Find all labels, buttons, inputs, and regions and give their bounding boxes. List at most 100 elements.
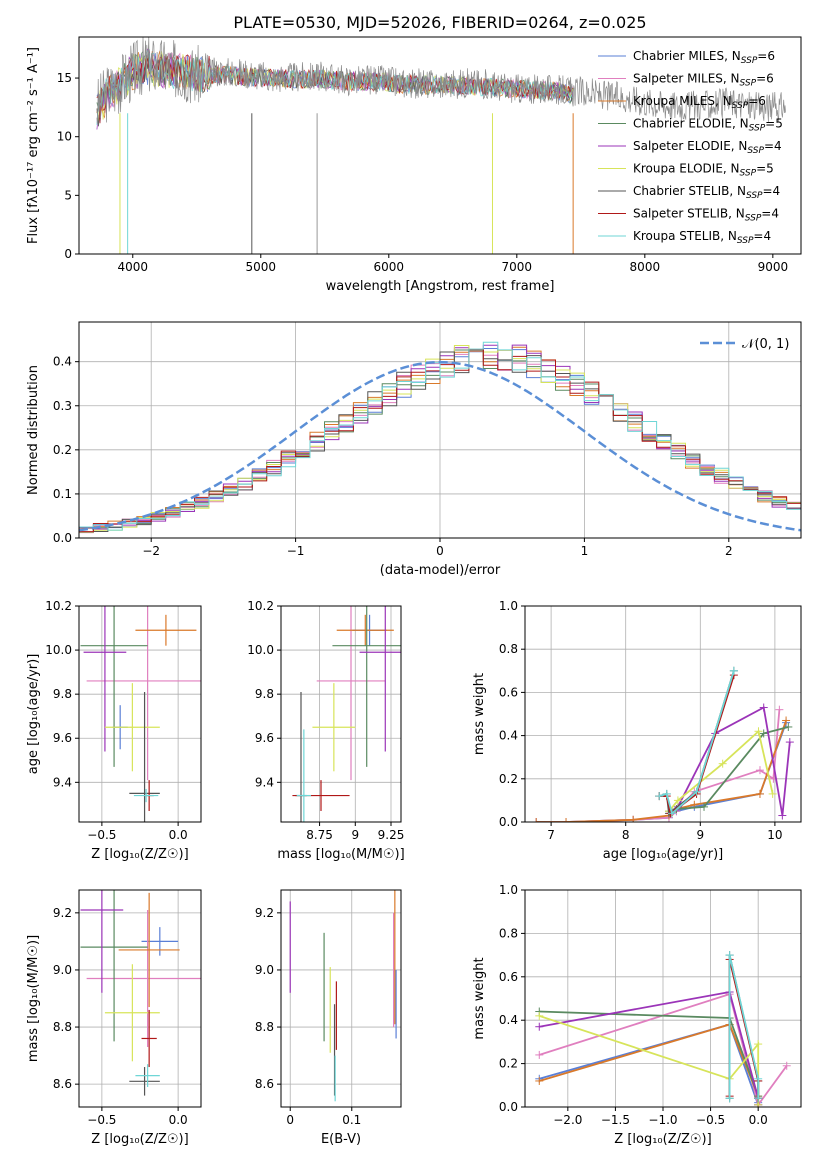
axes-frame: [280, 605, 402, 823]
legend-subscript: SSP: [745, 214, 762, 224]
x-tick-label: 9000: [758, 260, 789, 274]
axes-frame: [78, 36, 802, 255]
legend-label: Salpeter ELODIE, NSSP=4: [633, 139, 782, 156]
legend-label: Kroupa ELODIE, NSSP=5: [633, 162, 774, 179]
y-axis-label: mass weight: [472, 673, 487, 755]
y-tick-label: 8.6: [53, 1077, 72, 1091]
y-tick-label: 10.2: [247, 599, 274, 613]
x-tick-label: 10: [767, 828, 782, 842]
x-axis-label: age [log₁₀(age/yr)]: [603, 847, 724, 862]
legend-subscript: SSP: [749, 124, 766, 134]
y-tick-label: 0.0: [53, 531, 72, 545]
x-axis-label: (data-model)/error: [380, 563, 501, 578]
y-tick-label: 0.4: [499, 1013, 518, 1027]
x-axis-label: mass [log₁₀(M/M☉)]: [277, 847, 404, 862]
y-tick-label: 9.6: [53, 731, 72, 745]
y-tick-label: 0.2: [499, 772, 518, 786]
y-tick-label: 0.2: [53, 443, 72, 457]
weight-line-5: [539, 1015, 760, 1105]
x-tick-label: 5000: [246, 260, 277, 274]
y-tick-label: 10.2: [45, 599, 72, 613]
legend-subscript: SSP: [740, 169, 757, 179]
y-axis-label: mass weight: [472, 957, 487, 1039]
weight-line-3: [539, 1010, 760, 1097]
legend-label: Kroupa MILES, NSSP=6: [633, 94, 766, 111]
legend-value: =4: [764, 139, 782, 153]
y-tick-label: 0.1: [53, 487, 72, 501]
y-tick-label: 0.0: [499, 1100, 518, 1114]
chart-4: [525, 606, 801, 822]
legend-value: =5: [756, 162, 774, 176]
y-tick-label: 0: [64, 247, 72, 261]
legend-label: Kroupa STELIB, NSSP=4: [633, 229, 771, 246]
x-tick-label: 8.75: [306, 828, 333, 842]
legend-subscript: SSP: [747, 146, 764, 156]
observed-spectrum: [96, 37, 786, 124]
y-axis-label: Flux [fλ10⁻¹⁷ erg cm⁻² s⁻¹ A⁻¹]: [26, 47, 41, 244]
x-tick-label: −0.5: [87, 828, 116, 842]
y-tick-label: 0.2: [499, 1057, 518, 1071]
y-tick-label: 15: [57, 71, 72, 85]
legend-subscript: SSP: [737, 236, 754, 246]
legend-value: =6: [748, 94, 766, 108]
x-tick-label: 0.1: [342, 1113, 361, 1127]
x-tick-label: −2: [142, 544, 160, 558]
y-tick-label: 0.6: [499, 970, 518, 984]
x-tick-label: −0.5: [696, 1113, 725, 1127]
y-tick-label: 9.4: [255, 775, 274, 789]
y-tick-label: 9.2: [53, 906, 72, 920]
legend-subscript: SSP: [732, 101, 749, 111]
chart-7: [525, 890, 801, 1107]
y-tick-label: 8.8: [53, 1020, 72, 1034]
y-tick-label: 0.4: [53, 355, 72, 369]
y-tick-label: 0.6: [499, 685, 518, 699]
x-tick-label: 9: [696, 828, 704, 842]
x-tick-label: 6000: [374, 260, 405, 274]
y-tick-label: 0.3: [53, 399, 72, 413]
x-tick-label: 8000: [630, 260, 661, 274]
histogram-8: [79, 341, 801, 531]
normal-reference-curve: [79, 360, 801, 532]
weight-line-2: [539, 1023, 760, 1107]
legend-label: Salpeter MILES, NSSP=6: [633, 72, 774, 89]
y-tick-label: 9.4: [53, 775, 72, 789]
x-tick-label: −0.5: [87, 1113, 116, 1127]
y-tick-label: 10.0: [247, 643, 274, 657]
y-axis-label: Normed distribution: [26, 365, 41, 495]
legend-label: Chabrier STELIB, NSSP=4: [633, 184, 780, 201]
y-axis-label: mass [log₁₀(M/M☉)]: [26, 935, 41, 1062]
y-tick-label: 0.8: [499, 642, 518, 656]
weight-line-0: [539, 1023, 760, 1106]
y-tick-label: 9.0: [53, 963, 72, 977]
y-tick-label: 0.4: [499, 729, 518, 743]
y-tick-label: 9.6: [255, 731, 274, 745]
y-tick-label: 9.0: [255, 963, 274, 977]
chart-0: [96, 37, 786, 254]
chart-2: [79, 606, 201, 822]
legend-subscript: SSP: [740, 79, 757, 89]
legend-value: =4: [761, 207, 779, 221]
x-tick-label: −1.0: [648, 1113, 677, 1127]
y-tick-label: 1.0: [499, 599, 518, 613]
legend-value: =4: [753, 229, 771, 243]
x-tick-label: −1: [287, 544, 305, 558]
x-tick-label: 8: [622, 828, 630, 842]
legend-subscript: SSP: [746, 191, 763, 201]
axes-frame: [280, 889, 402, 1108]
x-tick-label: 0.0: [169, 1113, 188, 1127]
legend-label: 𝒩(0, 1): [742, 337, 789, 352]
x-axis-label: Z [log₁₀(Z/Z☉)]: [91, 847, 188, 862]
y-tick-label: 1.0: [499, 883, 518, 897]
x-tick-label: 1: [581, 544, 589, 558]
chart-6: [281, 890, 401, 1107]
y-tick-label: 10.0: [45, 643, 72, 657]
y-axis-label: age [log₁₀(age/yr)]: [26, 654, 41, 775]
x-tick-label: 0: [286, 1113, 294, 1127]
axes-frame: [78, 889, 202, 1108]
legend-subscript: SSP: [741, 56, 758, 66]
legend-label: Chabrier MILES, NSSP=6: [633, 49, 775, 66]
x-axis-label: Z [log₁₀(Z/Z☉)]: [91, 1132, 188, 1147]
legend-label: Salpeter STELIB, NSSP=4: [633, 207, 779, 224]
x-tick-label: 0.0: [749, 1113, 768, 1127]
